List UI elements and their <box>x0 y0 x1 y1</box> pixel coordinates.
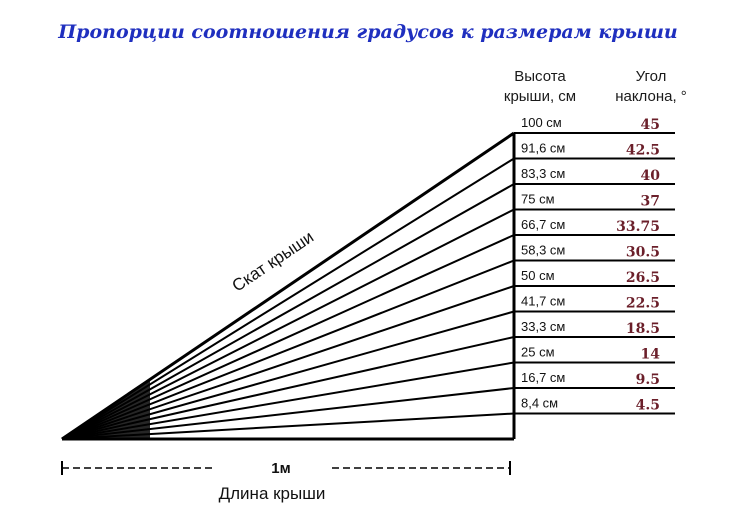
span-dimension: 1м <box>61 460 511 477</box>
row-angle-value: 30.5 <box>626 245 660 261</box>
row-height-label: 75 см <box>521 192 555 207</box>
table-row: 100 см 45 <box>514 115 675 134</box>
row-angle-value: 14 <box>641 347 661 363</box>
slope-lines <box>61 131 515 441</box>
slope-label: Скат крыши <box>229 227 318 295</box>
table-row: 83,3 см 40 <box>514 166 675 185</box>
angle-header-line1: Угол <box>636 68 667 85</box>
roof-length-label: Длина крыши <box>219 484 326 503</box>
table-row: 75 см 37 <box>514 192 675 211</box>
row-angle-value: 40 <box>641 168 661 184</box>
row-height-label: 8,4 см <box>521 396 558 411</box>
table-row: 41,7 см 22.5 <box>514 294 675 313</box>
row-height-label: 16,7 см <box>521 370 565 385</box>
table-row: 33,3 см 18.5 <box>514 319 675 338</box>
row-angle-value: 37 <box>641 194 660 210</box>
row-angle-value: 45 <box>641 117 660 133</box>
table-row: 66,7 см 33.75 <box>514 217 675 236</box>
row-angle-value: 9.5 <box>636 372 660 388</box>
diagram-title: Пропорции соотношения градусов к размера… <box>57 21 678 43</box>
angle-column-header: Угол наклона, ° <box>615 68 687 105</box>
row-height-label: 25 см <box>521 345 555 360</box>
row-angle-value: 18.5 <box>626 321 660 337</box>
row-height-label: 33,3 см <box>521 319 565 334</box>
table-row: 25 см 14 <box>514 345 675 364</box>
angle-header-line2: наклона, ° <box>615 88 687 105</box>
row-angle-value: 4.5 <box>636 398 660 414</box>
row-angle-value: 33.75 <box>616 219 660 235</box>
table-row: 16,7 см 9.5 <box>514 370 675 389</box>
table-row: 8,4 см 4.5 <box>514 396 675 415</box>
table-row: 91,6 см 42.5 <box>514 141 675 160</box>
height-header-line1: Высота <box>514 68 566 85</box>
row-height-label: 50 см <box>521 268 555 283</box>
row-height-label: 91,6 см <box>521 141 565 156</box>
table-row: 58,3 см 30.5 <box>514 243 675 262</box>
row-height-label: 66,7 см <box>521 217 565 232</box>
row-height-label: 83,3 см <box>521 166 565 181</box>
table-row: 50 см 26.5 <box>514 268 675 287</box>
row-angle-value: 42.5 <box>626 143 660 159</box>
height-column-header: Высота крыши, см <box>504 68 576 105</box>
row-angle-value: 22.5 <box>626 296 660 312</box>
proportion-table: 100 см 45 91,6 см 42.5 83,3 см 40 75 см 37 66,7 … <box>514 115 675 415</box>
span-label: 1м <box>271 460 290 477</box>
apex-convergence-wedge <box>62 380 150 439</box>
row-angle-value: 26.5 <box>626 270 660 286</box>
row-height-label: 100 см <box>521 115 562 130</box>
row-height-label: 41,7 см <box>521 294 565 309</box>
slope-line <box>61 131 515 441</box>
height-header-line2: крыши, см <box>504 88 576 105</box>
row-height-label: 58,3 см <box>521 243 565 258</box>
